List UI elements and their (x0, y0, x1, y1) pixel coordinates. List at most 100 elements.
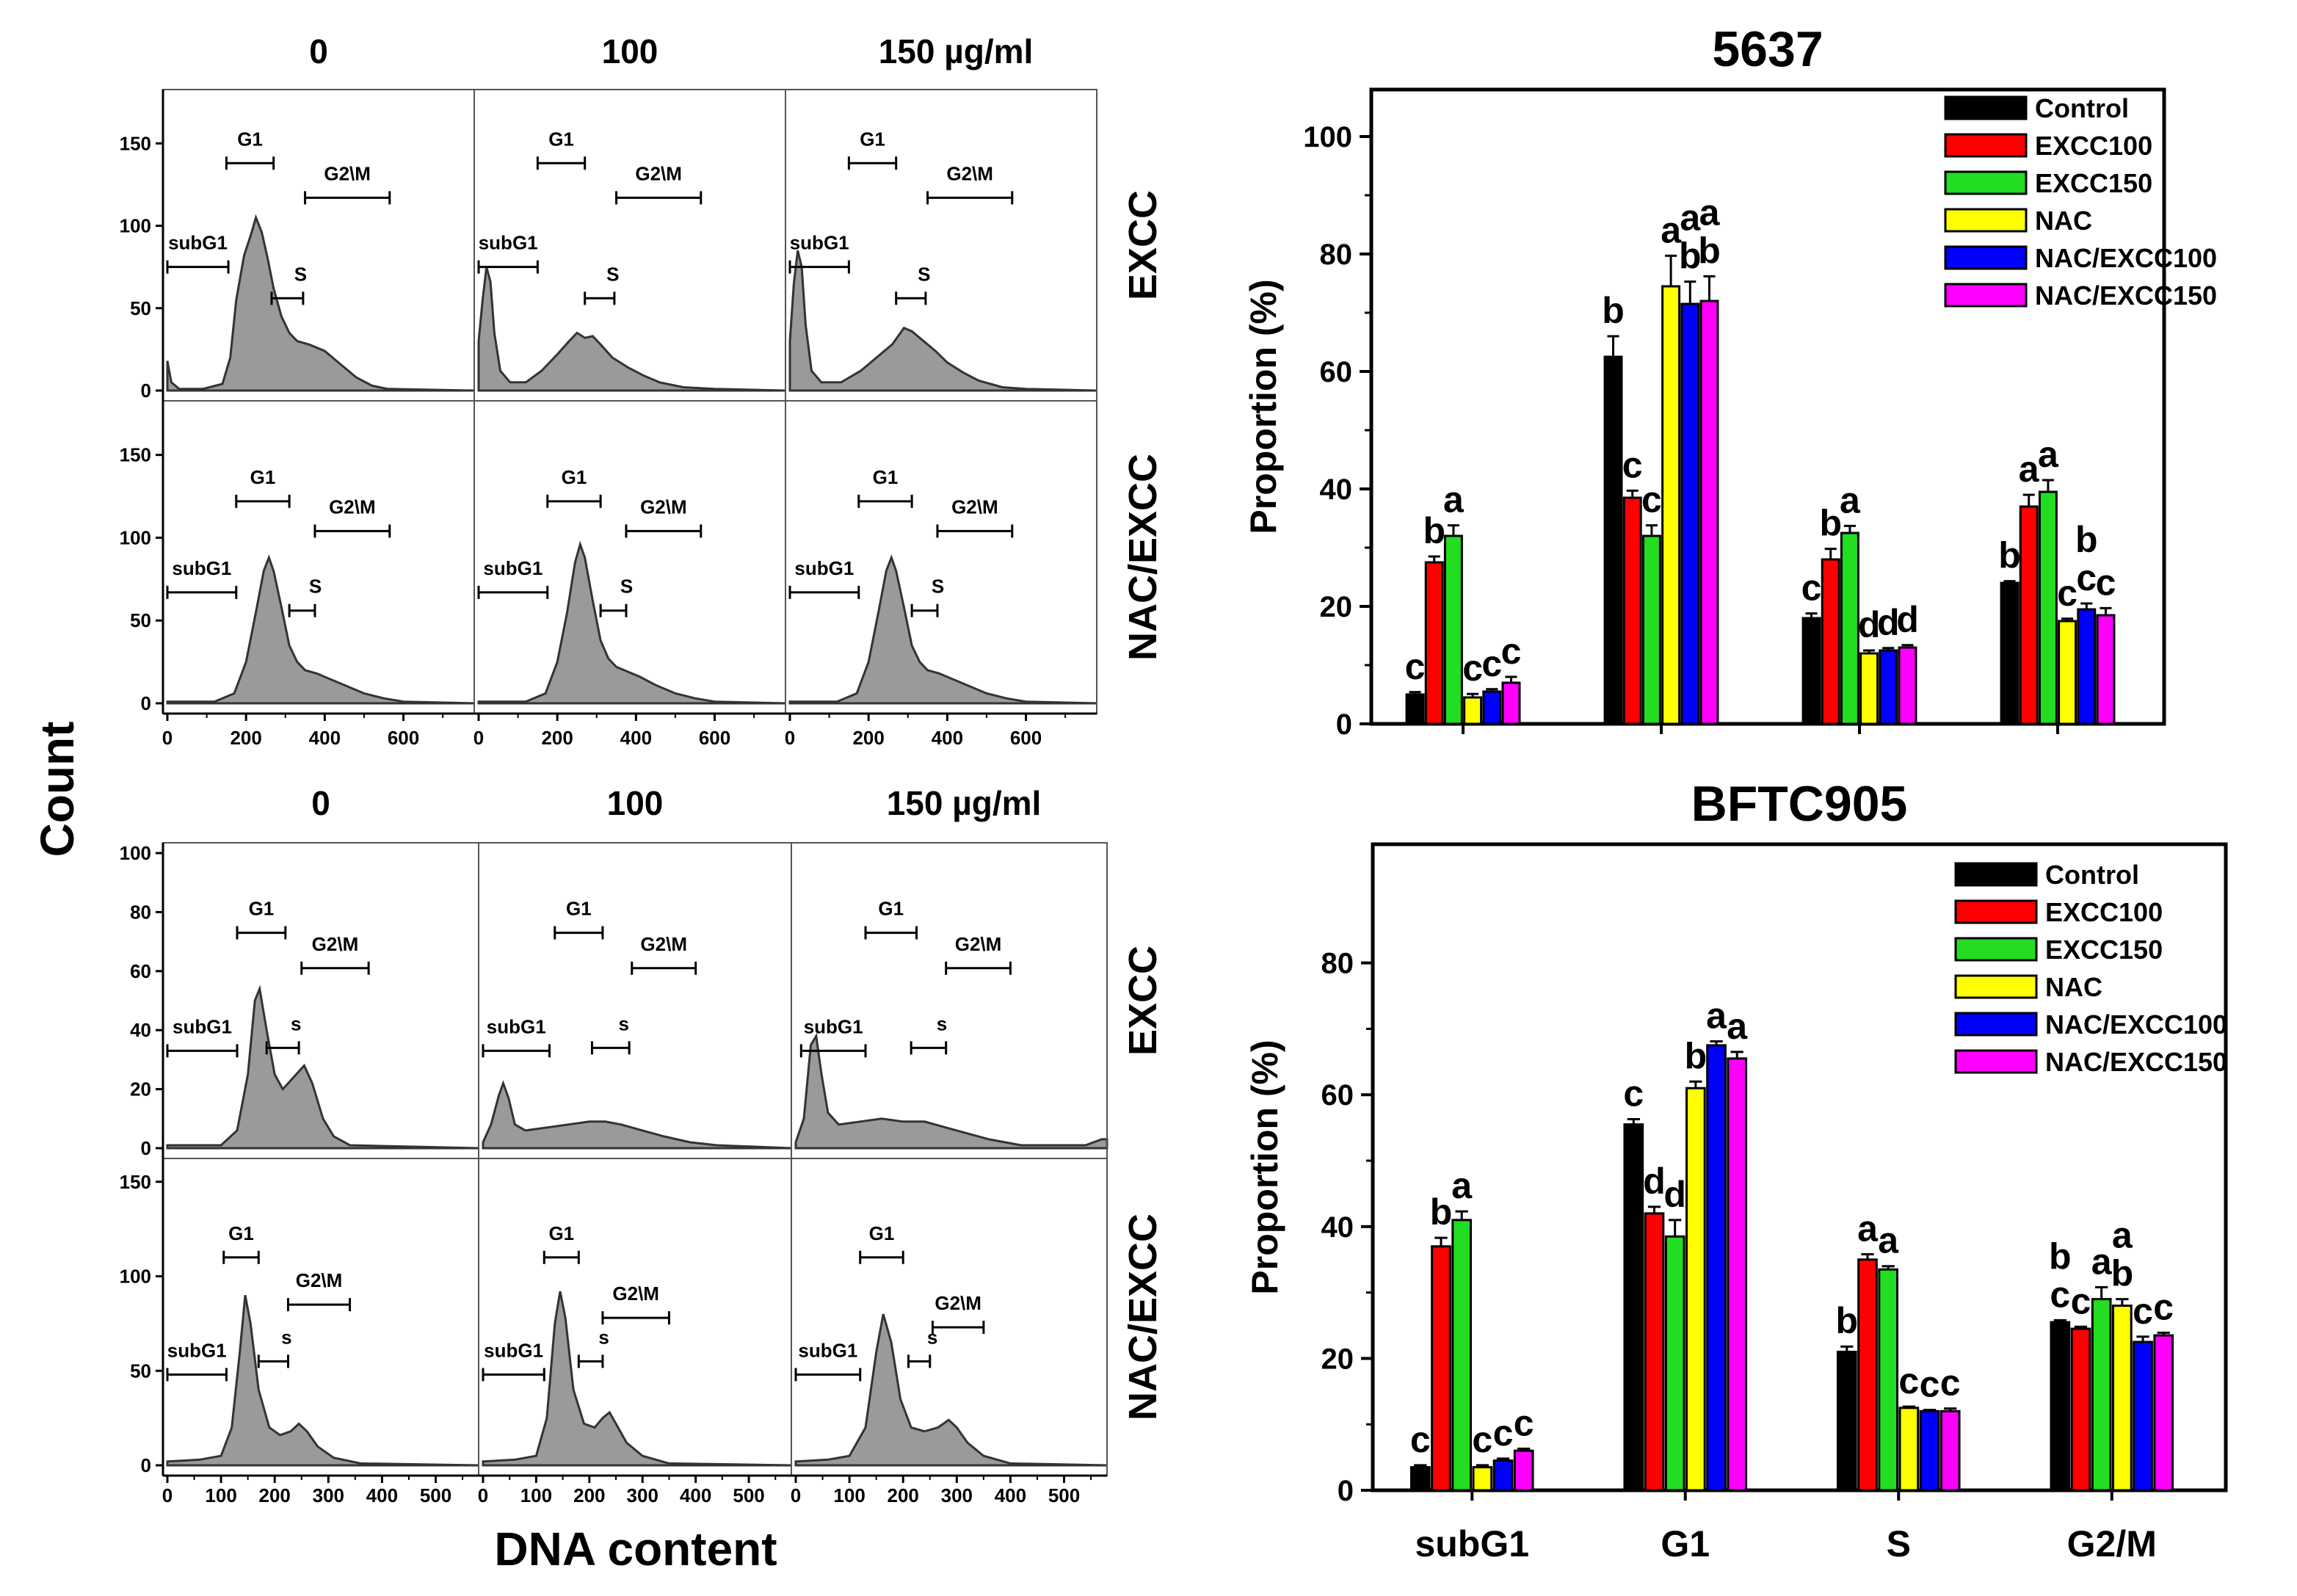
bar-NAC/EXCC100 (1919, 1410, 1940, 1492)
gate-label: subG1 (167, 1339, 227, 1361)
bar-EXCC150 (2091, 1298, 2112, 1492)
gate-label: subG1 (168, 232, 228, 254)
histogram-panel: subG1 G1 s G2\M (478, 842, 792, 1159)
bar-NAC/EXCC100 (2133, 1341, 2153, 1492)
y-tick-label: 50 (130, 297, 151, 319)
histogram-curve (477, 266, 786, 392)
legend-label: EXCC150 (2035, 168, 2152, 198)
gate-label: G2\M (296, 1269, 343, 1291)
x-tick-label: 0 (162, 1484, 173, 1506)
significance-letter: a (1451, 1165, 1473, 1206)
bar-NAC/EXCC150 (2096, 614, 2116, 725)
histogram-panel: subG1 G1 s G2\M (162, 1158, 479, 1476)
significance-letter: c (2153, 1286, 2174, 1327)
gate-label: S (932, 576, 944, 598)
panel-frame (791, 842, 1108, 1159)
significance-letter: b (1836, 1300, 1859, 1341)
histogram-panels: 0 100 150 µg/mlEXCC050100150subG1G1SG2\Msu… (120, 32, 1165, 1506)
x-tick-label: 200 (541, 727, 573, 749)
gate-label: G2\M (946, 162, 993, 184)
bar-Control (1603, 355, 1623, 725)
bar-EXCC100 (1857, 1258, 1878, 1492)
row-label: EXCC (1121, 190, 1165, 300)
gate-label: G2\M (312, 933, 359, 955)
gate-label: G1 (873, 466, 899, 488)
significance-letter: b (2111, 1253, 2134, 1294)
legend-label: NAC (2035, 206, 2092, 236)
gate-label: G1 (566, 898, 592, 920)
x-tick-label: 100 (205, 1484, 236, 1506)
gate-label: s (598, 1326, 609, 1348)
gate-label: G2\M (951, 496, 998, 518)
x-tick-label: 0 (785, 727, 795, 749)
significance-letter: a (1443, 479, 1465, 520)
bar-Control (1801, 617, 1821, 725)
histogram-curve (794, 1313, 1108, 1467)
significance-letter: b (1698, 230, 1721, 271)
significance-letter: c (1940, 1363, 1961, 1404)
gate-label: G2\M (955, 933, 1002, 955)
x-tick-label: 200 (230, 727, 261, 749)
panel-frame (478, 842, 792, 1159)
gate-label: G1 (250, 466, 276, 488)
histogram-curve (788, 250, 1097, 392)
bar-EXCC150 (1840, 532, 1859, 725)
gate-label: G2\M (935, 1292, 981, 1314)
y-tick-label: 20 (130, 1078, 151, 1100)
x-tick-label: 100 (833, 1484, 865, 1506)
row-label: EXCC (1121, 946, 1165, 1056)
significance-letter: c (1623, 1073, 1644, 1114)
legend-label: EXCC150 (2045, 935, 2163, 965)
y-tick-label: 80 (1320, 239, 1353, 271)
legend-swatch-NAC/EXCC100 (1954, 1012, 2038, 1037)
significance-letter: c (1462, 648, 1483, 689)
x-tick-label: 300 (313, 1484, 344, 1506)
bar-EXCC150 (1451, 1219, 1473, 1492)
y-tick-label: 20 (1320, 591, 1353, 623)
y-tick-label: 80 (1321, 948, 1354, 980)
x-tick-label: 600 (699, 727, 730, 749)
significance-letter: a (1878, 1220, 1899, 1261)
significance-letter: a (1727, 1006, 1748, 1047)
y-tick-label: 0 (1338, 1475, 1354, 1507)
significance-letter: a (1680, 197, 1701, 239)
significance-letter: a (2038, 434, 2059, 475)
gate-label: S (606, 263, 619, 285)
significance-letter: a (1661, 209, 1682, 250)
histogram-panel: subG1 G1 S G2\M (785, 400, 1097, 714)
bar-EXCC100 (1821, 558, 1840, 725)
bar-NAC/EXCC150 (2153, 1334, 2174, 1492)
histogram-curve (166, 984, 479, 1150)
significance-letter: b (1430, 1191, 1453, 1233)
legend-label: EXCC100 (2035, 131, 2152, 161)
bar-NAC/EXCC150 (1898, 646, 1917, 725)
significance-letter: c (2076, 557, 2097, 598)
y-tick-label: 50 (130, 609, 151, 631)
histogram-block-BFTC905: 0 100 150 µg/mlEXCC020406080100subG1G1sG2\… (120, 784, 1165, 1506)
gate-label: S (309, 576, 322, 598)
legend-label: Control (2035, 93, 2129, 123)
gate-label: G2\M (329, 496, 376, 518)
y-tick-label: 150 (120, 1171, 151, 1193)
legend-label: NAC/EXCC150 (2045, 1047, 2227, 1077)
x-tick-label: 500 (420, 1484, 451, 1506)
gate-label: s (927, 1326, 937, 1348)
significance-letter: c (1410, 1419, 1431, 1460)
significance-letter: d (1663, 1174, 1686, 1215)
bar-NAC (1472, 1466, 1493, 1492)
x-tick-label: 400 (366, 1484, 398, 1506)
gate-label: s (291, 1012, 301, 1034)
x-tick-label: 0 (791, 1484, 801, 1506)
x-tick-label: 100 (520, 1484, 552, 1506)
significance-letter: c (2057, 573, 2078, 614)
bar-EXCC150 (1664, 1235, 1685, 1492)
y-tick-label: 60 (1321, 1079, 1354, 1111)
histogram-panel: subG1 G1 s G2\M (791, 1158, 1108, 1476)
y-tick-label: 0 (141, 692, 151, 714)
bar-NAC/EXCC100 (1492, 1459, 1514, 1492)
histogram-curve (482, 1291, 792, 1467)
